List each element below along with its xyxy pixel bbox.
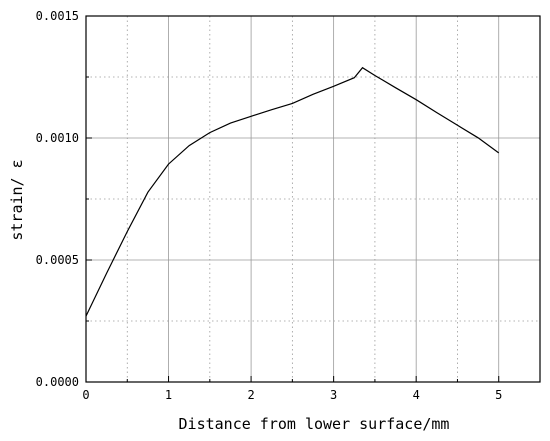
x-tick-label: 2 (247, 388, 254, 402)
x-tick-label: 3 (330, 388, 337, 402)
plot-frame (85, 15, 541, 383)
x-tick-label: 0 (82, 388, 89, 402)
y-tick-label: 0.0005 (36, 253, 79, 267)
y-axis-label: strain/ ε (8, 159, 26, 240)
y-tick-label: 0.0015 (36, 9, 79, 23)
x-tick-label: 4 (413, 388, 420, 402)
y-tick-label: 0.0010 (36, 131, 79, 145)
x-axis-label: Distance from lower surface/mm (179, 415, 450, 433)
grid (86, 16, 540, 382)
tick-labels: 0 1 2 3 4 5 0.0000 0.0005 0.0010 0.0015 (36, 9, 503, 402)
series-line (85, 66, 500, 317)
x-tick-label: 5 (495, 388, 502, 402)
y-tick-label: 0.0000 (36, 375, 79, 389)
x-tick-label: 1 (165, 388, 172, 402)
